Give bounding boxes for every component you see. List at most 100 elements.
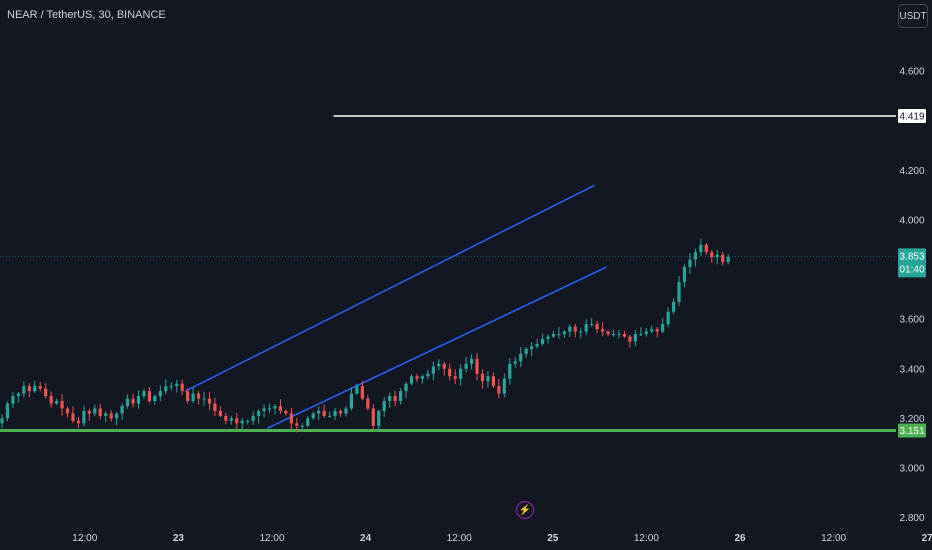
y-tick-label: 4.600 [899,67,924,78]
candle-body [202,398,206,400]
candle-body [508,363,512,379]
candle-body [590,324,594,326]
candle-body [393,396,397,402]
x-tick-label: 24 [360,533,372,544]
candle-body [617,334,621,336]
candle-body [579,331,583,333]
candle-body [207,398,212,404]
candle-body [44,388,48,397]
candle-body [246,420,250,422]
y-tick-label: 3.200 [899,414,924,425]
candle-body [196,393,201,399]
candle-body [546,336,550,340]
candle-body [328,415,332,417]
candle-body [82,410,86,424]
candle-body [622,334,627,337]
candle-body [267,408,272,410]
y-tick-label: 2.800 [899,513,924,524]
candle-body [186,391,190,402]
candle-body [519,353,523,362]
candle-body [344,408,348,414]
candle-body [180,383,184,392]
candle-body [55,401,59,404]
candle-body [371,408,375,426]
candle-body [721,254,725,263]
channel-upper-line [184,184,596,392]
candle-body [562,331,566,335]
candle-body [671,301,676,312]
candle-body [240,420,244,424]
x-tick-label: 25 [547,533,559,544]
candle-body [257,410,261,416]
candle-body [530,346,534,349]
candle-body [158,391,162,397]
candle-body [573,326,577,332]
candle-body [224,415,228,421]
candle-body [459,368,463,379]
ascending-channel [184,184,607,429]
candle-body [366,398,370,409]
resistance-price-badge-label: 4.419 [899,111,924,122]
candlesticks [0,238,730,433]
candle-body [71,413,75,421]
candle-body [601,329,605,332]
candle-body [289,413,293,424]
x-tick-label: 23 [173,533,185,544]
candle-body [431,366,435,374]
candle-body [104,413,108,416]
candle-body [502,378,506,394]
candle-body [306,418,310,426]
horizontal-levels [0,115,896,433]
candle-body [169,386,173,388]
x-tick-label: 12:00 [634,533,659,544]
candle-body [398,391,403,402]
candle-body [322,410,326,416]
time-axis[interactable]: 12:00 23 12:00 24 12:00 25 12:00 26 12:00 27 [72,533,932,544]
candle-body [480,373,485,382]
price-axis[interactable]: 4.600 4.200 4.000 3.600 3.400 3.200 3.000 2.800 [899,67,924,525]
candle-body [464,363,468,369]
candle-body [388,396,392,402]
symbol-title[interactable]: NEAR / TetherUS, 30, BINANCE [7,9,166,21]
x-tick-label: 12:00 [821,533,846,544]
candle-body [278,405,283,411]
candle-body [404,383,408,392]
currency-button[interactable]: USDT [898,4,928,28]
candle-body [655,329,659,332]
candle-body [262,408,266,411]
candle-body [60,401,64,409]
candle-body [584,324,588,332]
candle-body [382,401,386,411]
candle-body [682,267,687,282]
candle-body [142,391,146,397]
candle-body [661,324,665,332]
x-tick-label: 12:00 [259,533,284,544]
candle-body [715,254,719,258]
candle-body [524,348,528,354]
candle-body [338,410,343,414]
y-tick-label: 3.000 [899,464,924,475]
candle-body [360,386,364,399]
candle-body [726,257,730,263]
candle-body [11,396,15,404]
candle-body [437,363,441,367]
candle-body [22,386,26,394]
candle-body [448,368,452,377]
y-tick-label: 4.200 [899,166,924,177]
candle-body [87,410,91,414]
candle-body [300,425,304,427]
y-tick-label: 3.400 [899,364,924,375]
candle-body [191,393,195,402]
support-price-badge-label: 3.151 [899,426,924,437]
candle-body [147,391,152,402]
candle-body [16,393,20,397]
current-price-label: 3.853 [899,251,924,262]
candle-body [377,410,381,426]
countdown-label: 01:40 [899,264,924,275]
lightning-bolt-icon[interactable]: ⚡ [516,501,534,519]
candle-body [284,410,288,414]
candle-body [551,334,556,337]
candle-body [27,386,31,392]
x-tick-label: 27 [922,533,932,544]
